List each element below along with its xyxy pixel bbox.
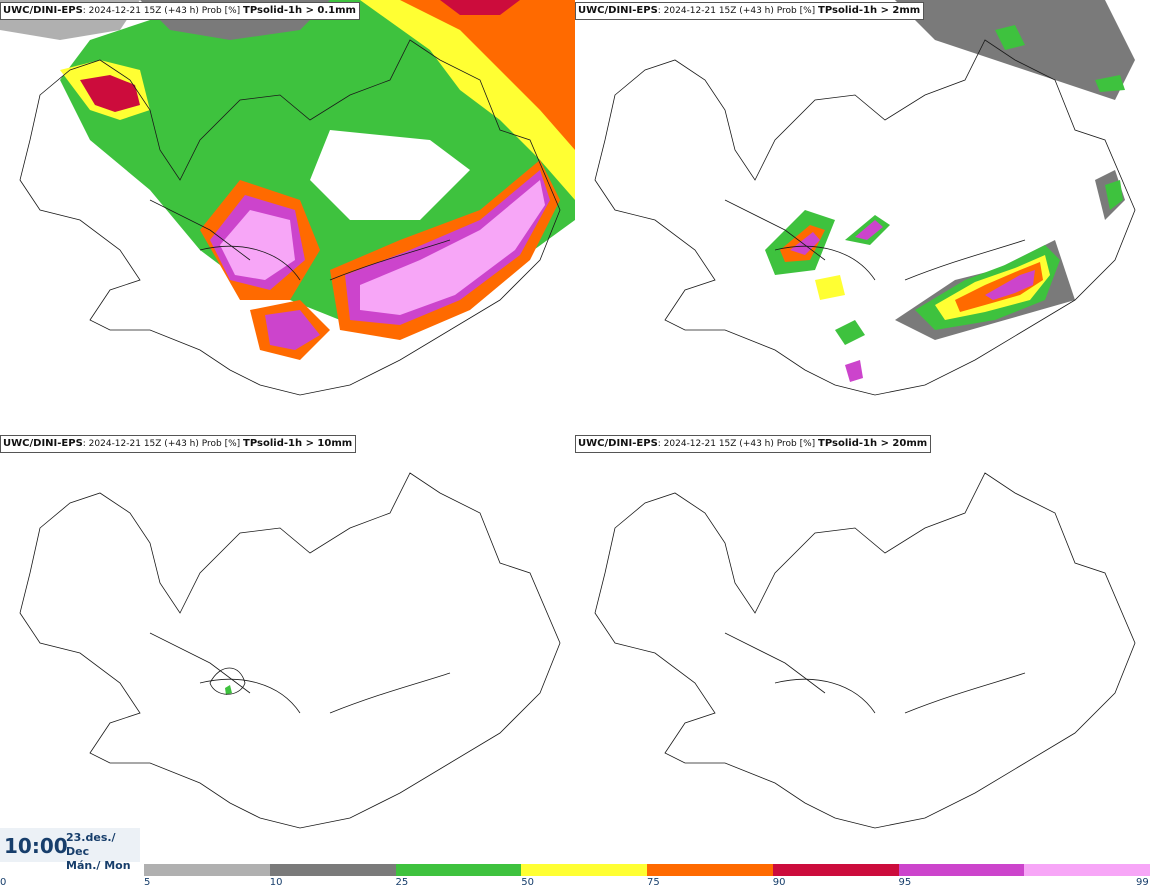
- valid-day-line: Mán./ Mon: [66, 859, 131, 872]
- colorbar-segment: [1024, 864, 1150, 876]
- colorbar-segment: [521, 864, 647, 876]
- colorbar-ticks: 0 5 10 25 50 75 90 95 99: [0, 876, 1150, 891]
- colorbar-segment: [772, 864, 899, 876]
- coastline: [594, 472, 1136, 829]
- colorbar-tick-label: 25: [395, 877, 409, 888]
- colorbar-tick-label: 99: [1136, 877, 1149, 888]
- probability-map: [0, 0, 575, 396]
- colorbar-segment: [269, 864, 396, 876]
- model-name: UWC/DINI-EPS: [3, 438, 83, 449]
- probability-shading: [765, 0, 1135, 382]
- variable-name: TPsolid-1h > 2mm: [818, 5, 921, 16]
- variable-name: TPsolid-1h > 20mm: [818, 438, 928, 449]
- colorbar-segment: [144, 864, 270, 876]
- colorbar-segment: [898, 864, 1025, 876]
- valid-date-line: 23.des./ Dec: [66, 831, 116, 858]
- coastline: [19, 39, 561, 396]
- panel-label: UWC/DINI-EPS: 2024-12-21 15Z (+43 h) Pro…: [0, 435, 357, 453]
- colorbar-segment: [647, 864, 773, 876]
- probability-map: [594, 472, 1136, 829]
- run-info: : 2024-12-21 15Z (+43 h) Prob [%]: [657, 6, 816, 16]
- colorbar-tick-label: 95: [898, 877, 912, 888]
- run-info: : 2024-12-21 15Z (+43 h) Prob [%]: [657, 439, 816, 449]
- valid-time-box: 10:00 23.des./ Dec Mán./ Mon: [0, 828, 140, 872]
- model-name: UWC/DINI-EPS: [578, 5, 658, 16]
- panel-label: UWC/DINI-EPS: 2024-12-21 15Z (+43 h) Pro…: [575, 2, 925, 20]
- colorbar-tick-label: 5: [144, 877, 151, 888]
- colorbar-tick-label: 50: [521, 877, 534, 888]
- variable-name: TPsolid-1h > 10mm: [243, 438, 353, 449]
- coastline: [594, 39, 1136, 396]
- colorbar-tick-label: 0: [0, 877, 7, 888]
- valid-time: 10:00: [4, 834, 68, 858]
- colorbar-tick-label: 75: [647, 877, 660, 888]
- map-panel-0p1mm: UWC/DINI-EPS: 2024-12-21 15Z (+43 h) Pro…: [0, 0, 575, 433]
- valid-date: 23.des./ Dec Mán./ Mon: [66, 831, 140, 873]
- coastline: [19, 472, 561, 829]
- probability-map: [594, 0, 1136, 396]
- map-panel-10mm: UWC/DINI-EPS: 2024-12-21 15Z (+43 h) Pro…: [0, 433, 575, 866]
- colorbar-tick-label: 10: [269, 877, 283, 888]
- map-panel-2mm: UWC/DINI-EPS: 2024-12-21 15Z (+43 h) Pro…: [575, 0, 1150, 433]
- probability-shading: [225, 685, 232, 695]
- panel-label: UWC/DINI-EPS: 2024-12-21 15Z (+43 h) Pro…: [0, 2, 360, 20]
- run-info: : 2024-12-21 15Z (+43 h) Prob [%]: [82, 6, 241, 16]
- run-info: : 2024-12-21 15Z (+43 h) Prob [%]: [82, 439, 241, 449]
- probability-map: [19, 472, 561, 829]
- colorbar-tick-label: 90: [772, 877, 786, 888]
- colorbar-segment: [395, 864, 522, 876]
- panel-label: UWC/DINI-EPS: 2024-12-21 15Z (+43 h) Pro…: [575, 435, 932, 453]
- map-panel-20mm: UWC/DINI-EPS: 2024-12-21 15Z (+43 h) Pro…: [575, 433, 1150, 866]
- probability-shading: [0, 0, 575, 360]
- colorbar: [144, 864, 1150, 876]
- model-name: UWC/DINI-EPS: [3, 5, 83, 16]
- variable-name: TPsolid-1h > 0.1mm: [243, 5, 356, 16]
- model-name: UWC/DINI-EPS: [578, 438, 658, 449]
